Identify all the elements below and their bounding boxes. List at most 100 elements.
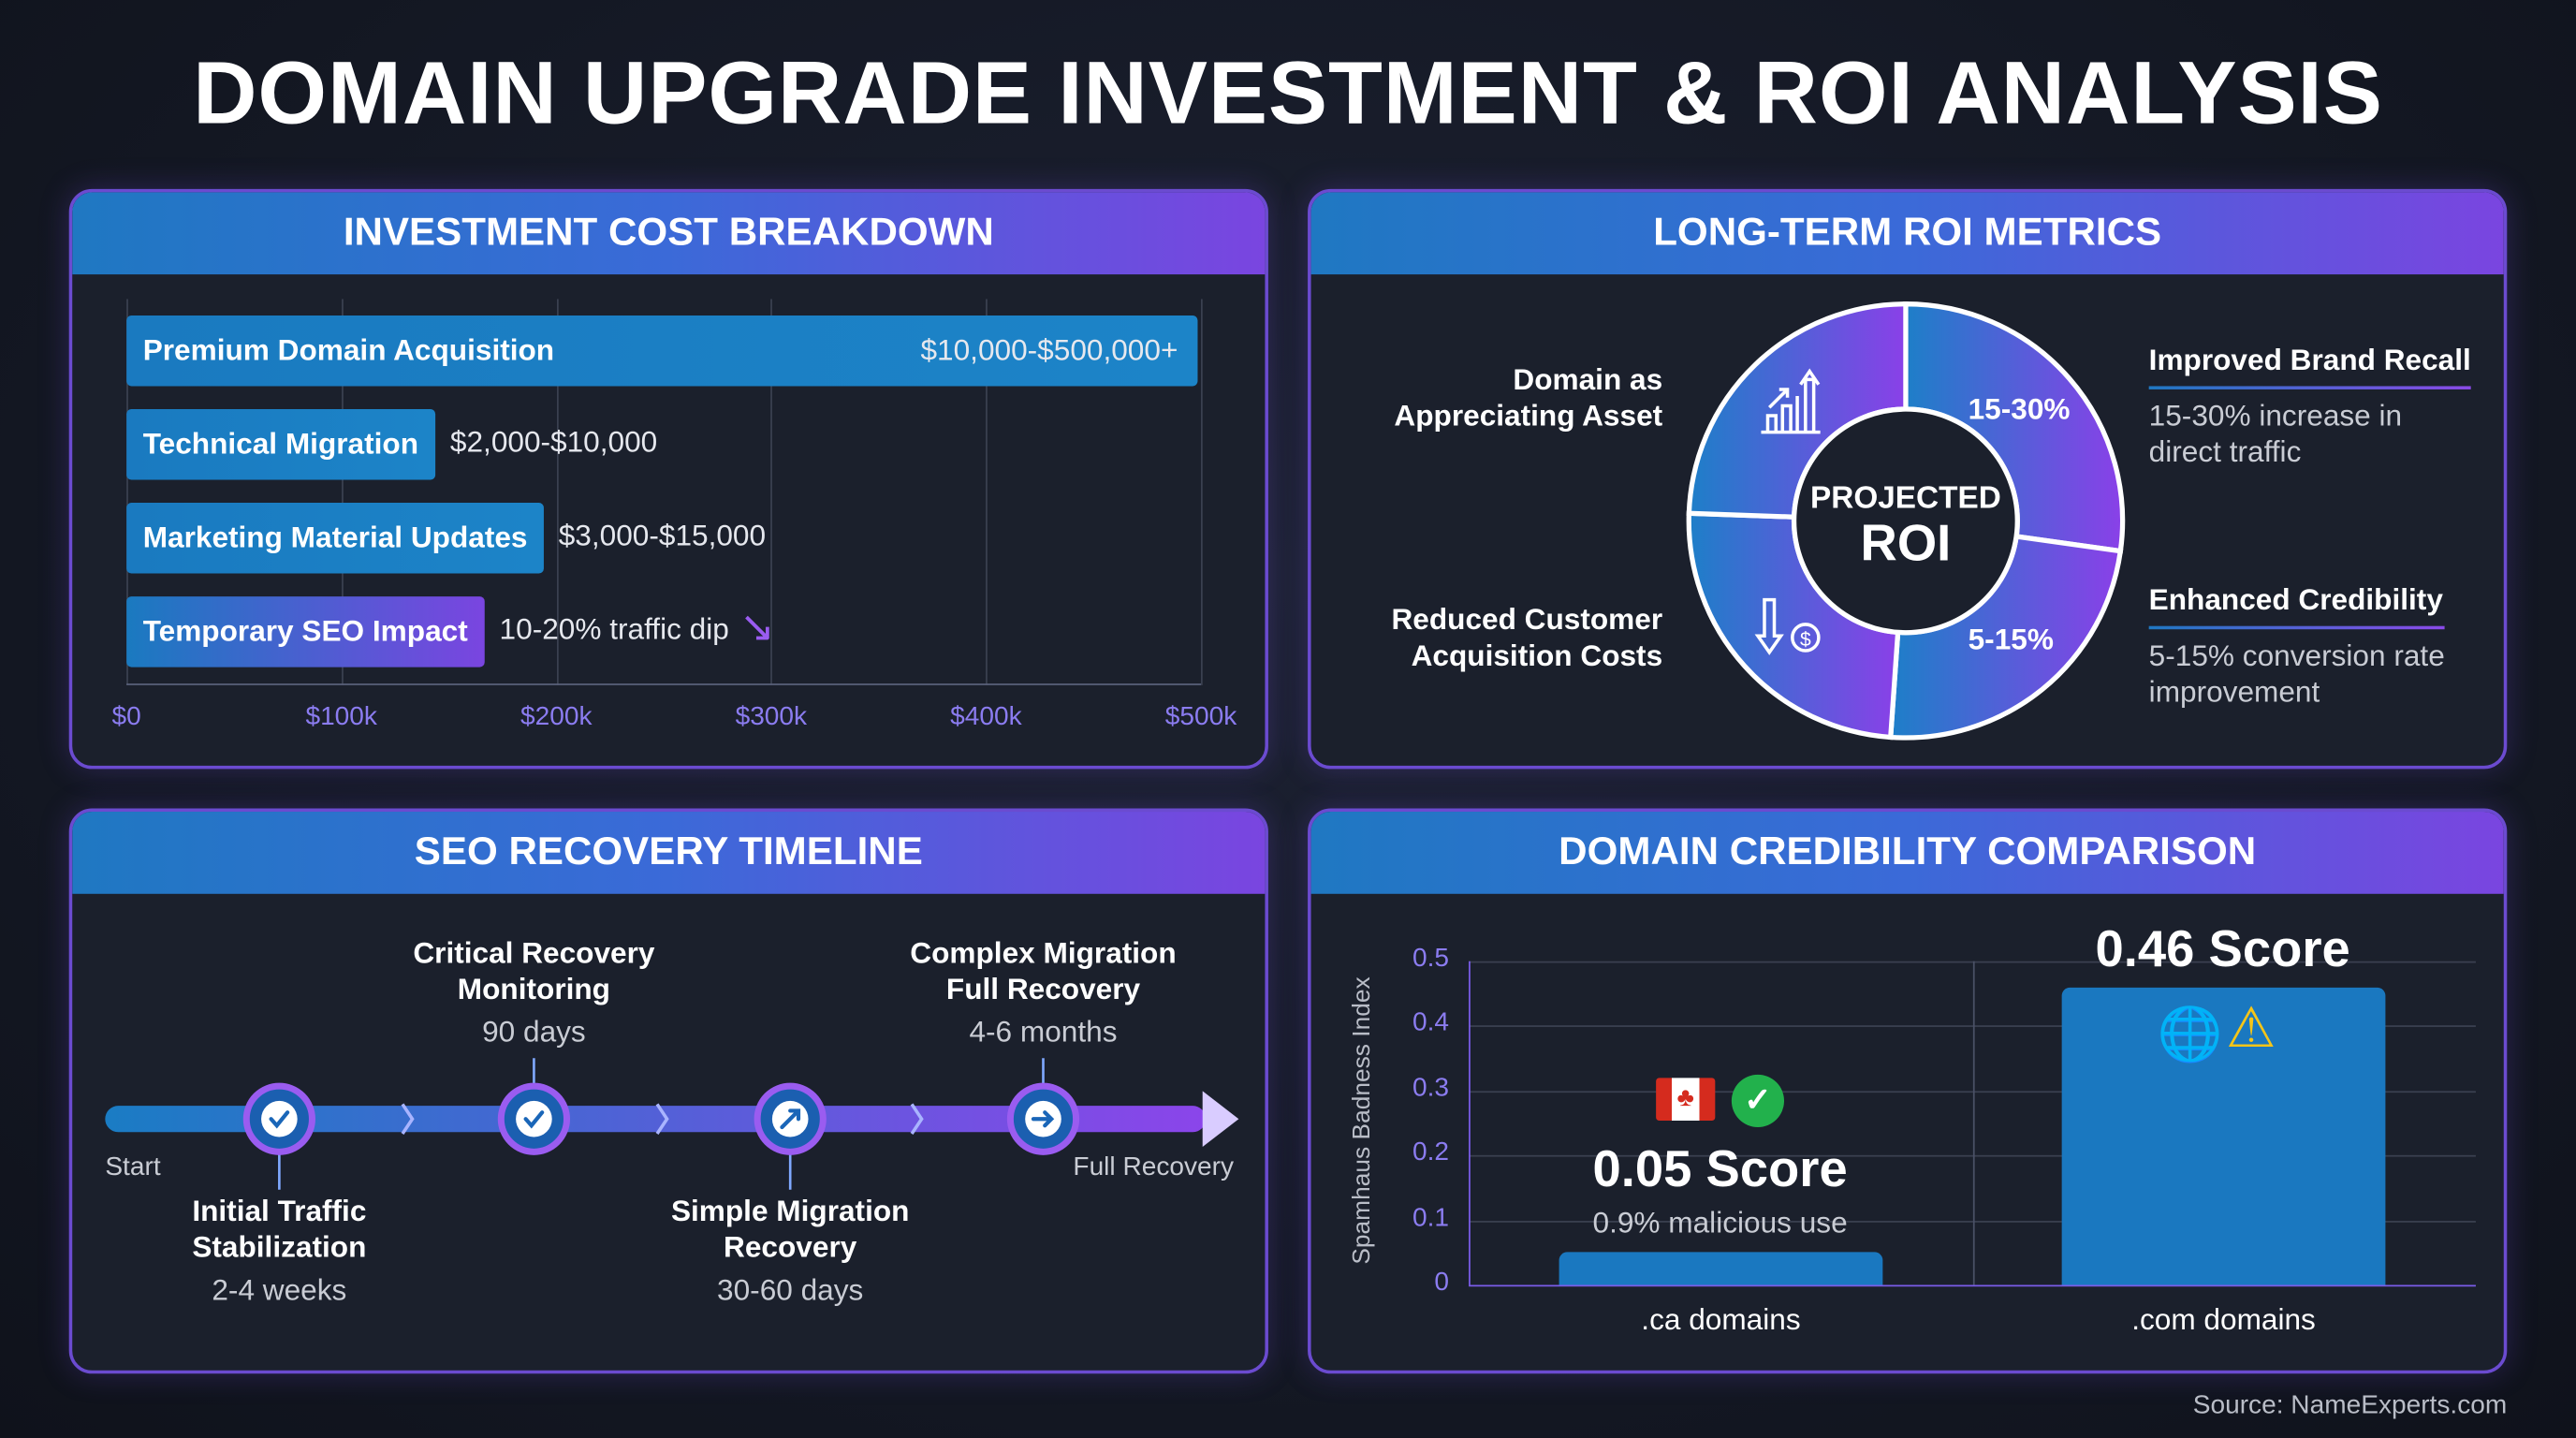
credibility-chart: 0 0.1 0.2 0.3 0.4 0.5 Spamhaus Badness Index .c… bbox=[1311, 812, 2504, 1371]
milestone-node-inner bbox=[516, 1100, 552, 1137]
ca-subtext: 0.9% malicious use bbox=[1592, 1206, 1848, 1240]
milestone-label: Critical Recovery Monitoring 90 days bbox=[413, 935, 654, 1050]
x-tick-label: $100k bbox=[305, 703, 377, 732]
roi-right-item: Enhanced Credibility 5-15% conversion ra… bbox=[2148, 583, 2445, 709]
bar-value: $10,000-$500,000+ bbox=[920, 333, 1178, 367]
globe-icon: 🌐 bbox=[2157, 1004, 2223, 1064]
credibility-bar bbox=[2061, 987, 2386, 1285]
segment-label: 5-15% bbox=[1968, 623, 2054, 656]
warning-icon: ⚠ bbox=[2226, 997, 2276, 1061]
investment-header: INVESTMENT COST BREAKDOWN bbox=[72, 192, 1266, 275]
milestone-node-inner bbox=[261, 1100, 298, 1137]
check-icon bbox=[269, 1110, 290, 1129]
y-tick-label: 0.4 bbox=[1412, 1009, 1449, 1038]
page-title: DOMAIN UPGRADE INVESTMENT & ROI ANALYSIS bbox=[193, 44, 2383, 143]
y-tick-label: 0.5 bbox=[1412, 945, 1449, 974]
svg-text:$: $ bbox=[1800, 629, 1811, 651]
grid-line bbox=[341, 299, 344, 685]
bar-value: $3,000-$15,000 bbox=[558, 519, 767, 552]
grid-line bbox=[126, 299, 128, 685]
investment-chart: $0 $100k $200k $300k $400k $500k Premium Domai… bbox=[72, 192, 1265, 766]
credibility-panel: DOMAIN CREDIBILITY COMPARISON 0 0.1 0.2 0.3… bbox=[1308, 808, 2508, 1374]
cost-bar: Temporary SEO Impact bbox=[126, 596, 485, 668]
grid-line bbox=[770, 299, 773, 685]
y-axis-label: Spamhaus Badness Index bbox=[1348, 976, 1376, 1265]
milestone-duration: 2-4 weeks bbox=[212, 1273, 347, 1307]
grid-line bbox=[1469, 961, 2476, 963]
chart-up-icon bbox=[1761, 368, 1821, 434]
milestone-title: Full Recovery bbox=[945, 973, 1141, 1006]
roi-donut: $ bbox=[1686, 301, 2126, 741]
milestone-duration: 90 days bbox=[482, 1015, 586, 1049]
grid-line bbox=[1469, 1220, 2476, 1223]
roi-center-bottom: ROI bbox=[1860, 514, 1952, 572]
cost-bar: Marketing Material Updates bbox=[126, 503, 545, 574]
timeline-start: Start bbox=[105, 1153, 161, 1181]
roi-left-label: Domain as Appreciating Asset bbox=[1394, 362, 1663, 433]
com-score: 0.46 Score bbox=[2095, 919, 2350, 978]
credibility-header: DOMAIN CREDIBILITY COMPARISON bbox=[1310, 812, 2504, 894]
grid-line bbox=[986, 299, 988, 685]
grid-line bbox=[1469, 1284, 2476, 1287]
x-tick-label: $500k bbox=[1164, 703, 1237, 732]
milestone-title: Stabilization bbox=[192, 1230, 367, 1264]
check-circle-icon: ✓ bbox=[1731, 1074, 1785, 1127]
milestone-label: Complex Migration Full Recovery 4-6 months bbox=[910, 935, 1176, 1050]
grid-line bbox=[1200, 299, 1203, 685]
cost-bar: Technical Migration bbox=[126, 409, 435, 480]
y-axis bbox=[1469, 961, 1471, 1285]
grid-line bbox=[1469, 1155, 2476, 1157]
milestone-title: Initial Traffic bbox=[192, 1194, 367, 1228]
bar-label: Technical Migration bbox=[142, 427, 419, 461]
bar-label: Marketing Material Updates bbox=[142, 521, 528, 554]
x-tick-label: $200k bbox=[520, 703, 593, 732]
milestone-duration: 30-60 days bbox=[717, 1273, 864, 1307]
grid-line bbox=[1469, 1025, 2476, 1028]
x-category-label: .com domains bbox=[2131, 1302, 2316, 1336]
roi-center-top: PROJECTED bbox=[1809, 481, 2001, 517]
roi-header: LONG-TERM ROI METRICS bbox=[1310, 192, 2504, 275]
canada-flag-icon: ♣ bbox=[1656, 1078, 1716, 1121]
y-tick-label: 0.1 bbox=[1412, 1203, 1449, 1232]
credibility-bar bbox=[1559, 1252, 1883, 1285]
y-tick-label: 0.3 bbox=[1412, 1074, 1449, 1103]
milestone-label: Simple Migration Recovery 30-60 days bbox=[671, 1193, 910, 1308]
timeline-end: Full Recovery bbox=[1073, 1153, 1235, 1181]
x-tick-label: $0 bbox=[111, 703, 141, 732]
roi-right-item: Improved Brand Recall 15-30% increase in… bbox=[2148, 343, 2471, 469]
x-axis bbox=[126, 683, 1201, 685]
bar-label: Premium Domain Acquisition bbox=[142, 333, 555, 367]
bar-label: Temporary SEO Impact bbox=[142, 614, 468, 648]
milestone-title: Monitoring bbox=[457, 973, 611, 1006]
milestone-title: Simple Migration bbox=[670, 1194, 910, 1228]
arrow-right-icon bbox=[1031, 1110, 1055, 1128]
timeline-track bbox=[105, 1058, 1239, 1190]
x-tick-label: $300k bbox=[735, 703, 808, 732]
check-icon bbox=[523, 1110, 545, 1129]
arrow-up-right-icon bbox=[780, 1108, 801, 1130]
milestone-title: Critical Recovery bbox=[413, 936, 655, 970]
bar-value: $2,000-$10,000 bbox=[449, 425, 658, 459]
milestone-title: Recovery bbox=[724, 1230, 857, 1264]
ca-score: 0.05 Score bbox=[1592, 1140, 1848, 1198]
milestone-label: Initial Traffic Stabilization 2-4 weeks bbox=[192, 1193, 366, 1308]
roi-panel: LONG-TERM ROI METRICS $ PROJECTED ROI 15… bbox=[1308, 188, 2508, 770]
investment-panel: INVESTMENT COST BREAKDOWN $0 $100k $200k $3… bbox=[68, 188, 1268, 770]
milestone-duration: 4-6 months bbox=[969, 1015, 1118, 1049]
y-tick-label: 0 bbox=[1434, 1268, 1449, 1297]
roi-left-label: Reduced Customer Acquisition Costs bbox=[1391, 603, 1663, 672]
grid-line bbox=[1469, 1091, 2476, 1093]
source-note: Source: NameExperts.com bbox=[2192, 1391, 2508, 1420]
y-tick-label: 0.2 bbox=[1412, 1138, 1449, 1167]
down-trend-arrow-icon: ↘ bbox=[739, 601, 776, 652]
x-tick-label: $400k bbox=[950, 703, 1022, 732]
milestone-title: Complex Migration bbox=[910, 936, 1177, 970]
timeline-panel: SEO RECOVERY TIMELINE Start Full Recover… bbox=[68, 808, 1268, 1374]
segment-label: 15-30% bbox=[1968, 392, 2071, 426]
x-category-label: .ca domains bbox=[1641, 1302, 1801, 1336]
down-arrow-dollar-icon bbox=[1754, 597, 1821, 655]
bar-value: 10-20% traffic dip bbox=[499, 612, 729, 646]
timeline-header: SEO RECOVERY TIMELINE bbox=[72, 812, 1266, 894]
grid-line bbox=[556, 299, 559, 685]
